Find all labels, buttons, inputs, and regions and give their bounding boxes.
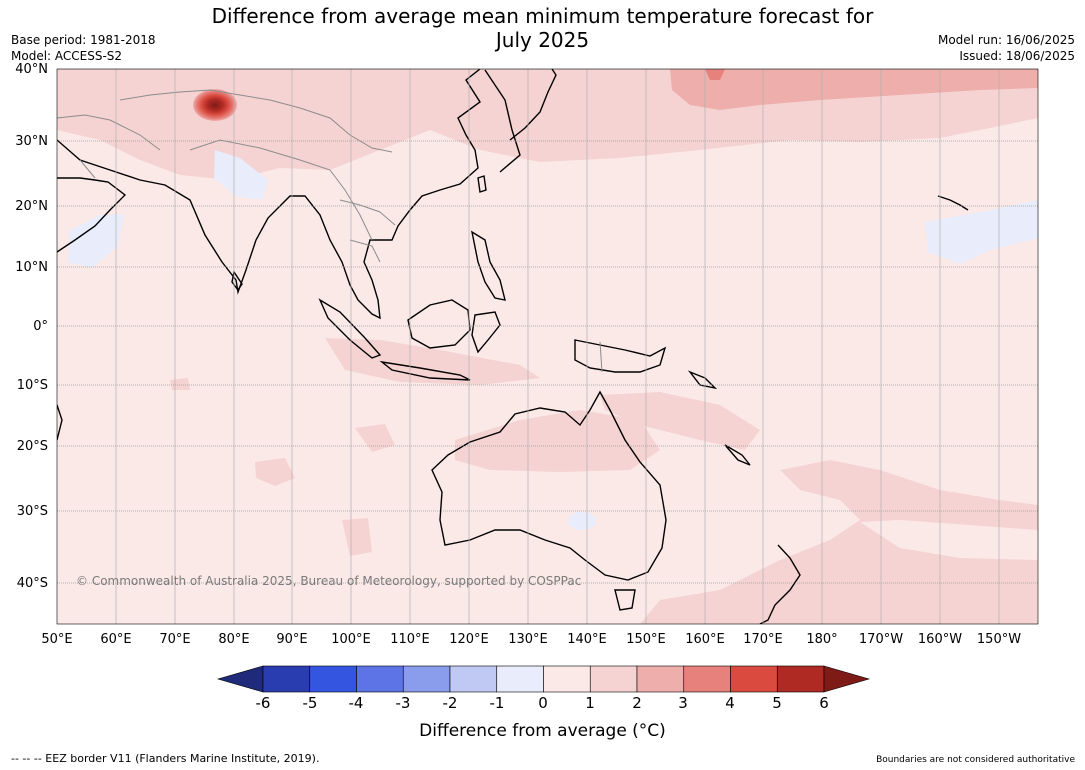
colorbar-title: Difference from average (°C) [419, 721, 666, 741]
colorbar-bin [730, 665, 778, 693]
anomaly-patch-indian-3 [342, 518, 372, 556]
colorbar-tick: -6 [255, 694, 271, 712]
colorbar-tick: 1 [585, 694, 595, 712]
lat-label-40n: 40°N [15, 62, 48, 77]
meta-right: Model run: 16/06/2025 Issued: 18/06/2025 [938, 32, 1075, 64]
country-borders [57, 89, 603, 373]
lat-label-10n: 10°N [15, 260, 48, 275]
colorbar-bin [402, 665, 451, 693]
colorbar-tick: -5 [302, 694, 318, 712]
lon-label-150e: 150°E [626, 632, 666, 647]
colorbar-tick: 2 [632, 694, 642, 712]
colorbar-bin [776, 665, 825, 693]
anomaly-cool-arabia [68, 214, 124, 268]
meta-left: Base period: 1981-2018 Model: ACCESS-S2 [11, 32, 156, 64]
lat-label-20s: 20°S [16, 439, 48, 454]
anomaly-patch-indonesia [325, 338, 540, 385]
graticule [57, 69, 1038, 584]
lon-label-170e: 170°E [743, 632, 783, 647]
colorbar-tick: -1 [489, 694, 505, 712]
lat-label-20n: 20°N [15, 199, 48, 214]
colorbar-tick: 5 [772, 694, 782, 712]
colorbar-bin [356, 665, 404, 693]
issued-date: Issued: 18/06/2025 [959, 49, 1075, 63]
base-period: Base period: 1981-2018 [11, 33, 156, 47]
anomaly-patch-indian-2 [355, 424, 395, 452]
lat-label-0: 0° [33, 319, 48, 334]
lat-label-40s: 40°S [16, 576, 48, 591]
colorbar-extend-low [216, 665, 264, 693]
anomaly-patch-indian-4 [170, 378, 190, 390]
lon-label-70e: 70°E [159, 632, 191, 647]
anomaly-gap-southpacific [860, 520, 1038, 560]
copyright-text: © Commonwealth of Australia 2025, Bureau… [76, 574, 582, 588]
boundaries-disclaimer: Boundaries are not considered authoritat… [876, 755, 1075, 765]
colorbar-bin [636, 665, 685, 693]
title-line-1: Difference from average mean minimum tem… [211, 4, 874, 28]
lon-label-150w: 150°W [976, 632, 1022, 647]
lon-label-120e: 120°E [449, 632, 489, 647]
map-panel [57, 69, 1038, 624]
model-run: Model run: 16/06/2025 [937, 33, 1075, 47]
colorbar-tick: -2 [442, 694, 458, 712]
colorbar-tick: -3 [395, 694, 411, 712]
eez-footnote: -- -- -- EEZ border V11 (Flanders Marine… [11, 752, 320, 765]
colorbar-tick: 0 [538, 694, 548, 712]
colorbar-tick: 6 [819, 694, 829, 712]
lon-label-110e: 110°E [390, 632, 430, 647]
colorbar-tick: 3 [678, 694, 688, 712]
anomaly-patch-indian-1 [255, 458, 295, 486]
model-name: Model: ACCESS-S2 [11, 49, 123, 63]
map-title: Difference from average mean minimum tem… [0, 4, 1085, 52]
lon-label-100e: 100°E [331, 632, 371, 647]
lat-label-30s: 30°S [16, 504, 48, 519]
lat-label-30n: 30°N [15, 134, 48, 149]
colorbar-bin [309, 665, 357, 693]
anomaly-cool-pacific [925, 200, 1038, 264]
lon-label-140e: 140°E [567, 632, 607, 647]
map-frame [56, 68, 1039, 625]
lon-label-130e: 130°E [508, 632, 548, 647]
anomaly-cool-australia [568, 512, 596, 530]
colorbar-extend-high [823, 665, 871, 693]
anomaly-cool-india [214, 150, 268, 200]
anomaly-himalaya-core [193, 89, 237, 121]
colorbar-tick: -4 [348, 694, 364, 712]
colorbar-bin [496, 665, 544, 693]
colorbar-bin [449, 665, 498, 693]
colorbar-bin [589, 665, 638, 693]
lon-label-60e: 60°E [100, 632, 132, 647]
colorbar [216, 665, 871, 693]
lon-label-180: 180° [806, 632, 838, 647]
colorbar-bin [683, 665, 731, 693]
lon-label-160e: 160°E [685, 632, 725, 647]
lon-label-160w: 160°W [917, 632, 963, 647]
lat-label-10s: 10°S [16, 378, 48, 393]
title-line-2: July 2025 [495, 28, 590, 52]
lon-label-90e: 90°E [276, 632, 308, 647]
meridians [115, 69, 1000, 624]
lon-label-50e: 50°E [41, 632, 73, 647]
colorbar-bin [543, 665, 591, 693]
lon-label-170w: 170°W [858, 632, 904, 647]
coastlines [57, 69, 969, 624]
colorbar-bin [262, 665, 311, 693]
anomaly-warm-northpacific [670, 69, 1038, 110]
lon-label-80e: 80°E [218, 632, 250, 647]
anomaly-spot [705, 69, 725, 80]
anomaly-patch-coralsea [600, 392, 760, 450]
colorbar-tick: 4 [725, 694, 735, 712]
